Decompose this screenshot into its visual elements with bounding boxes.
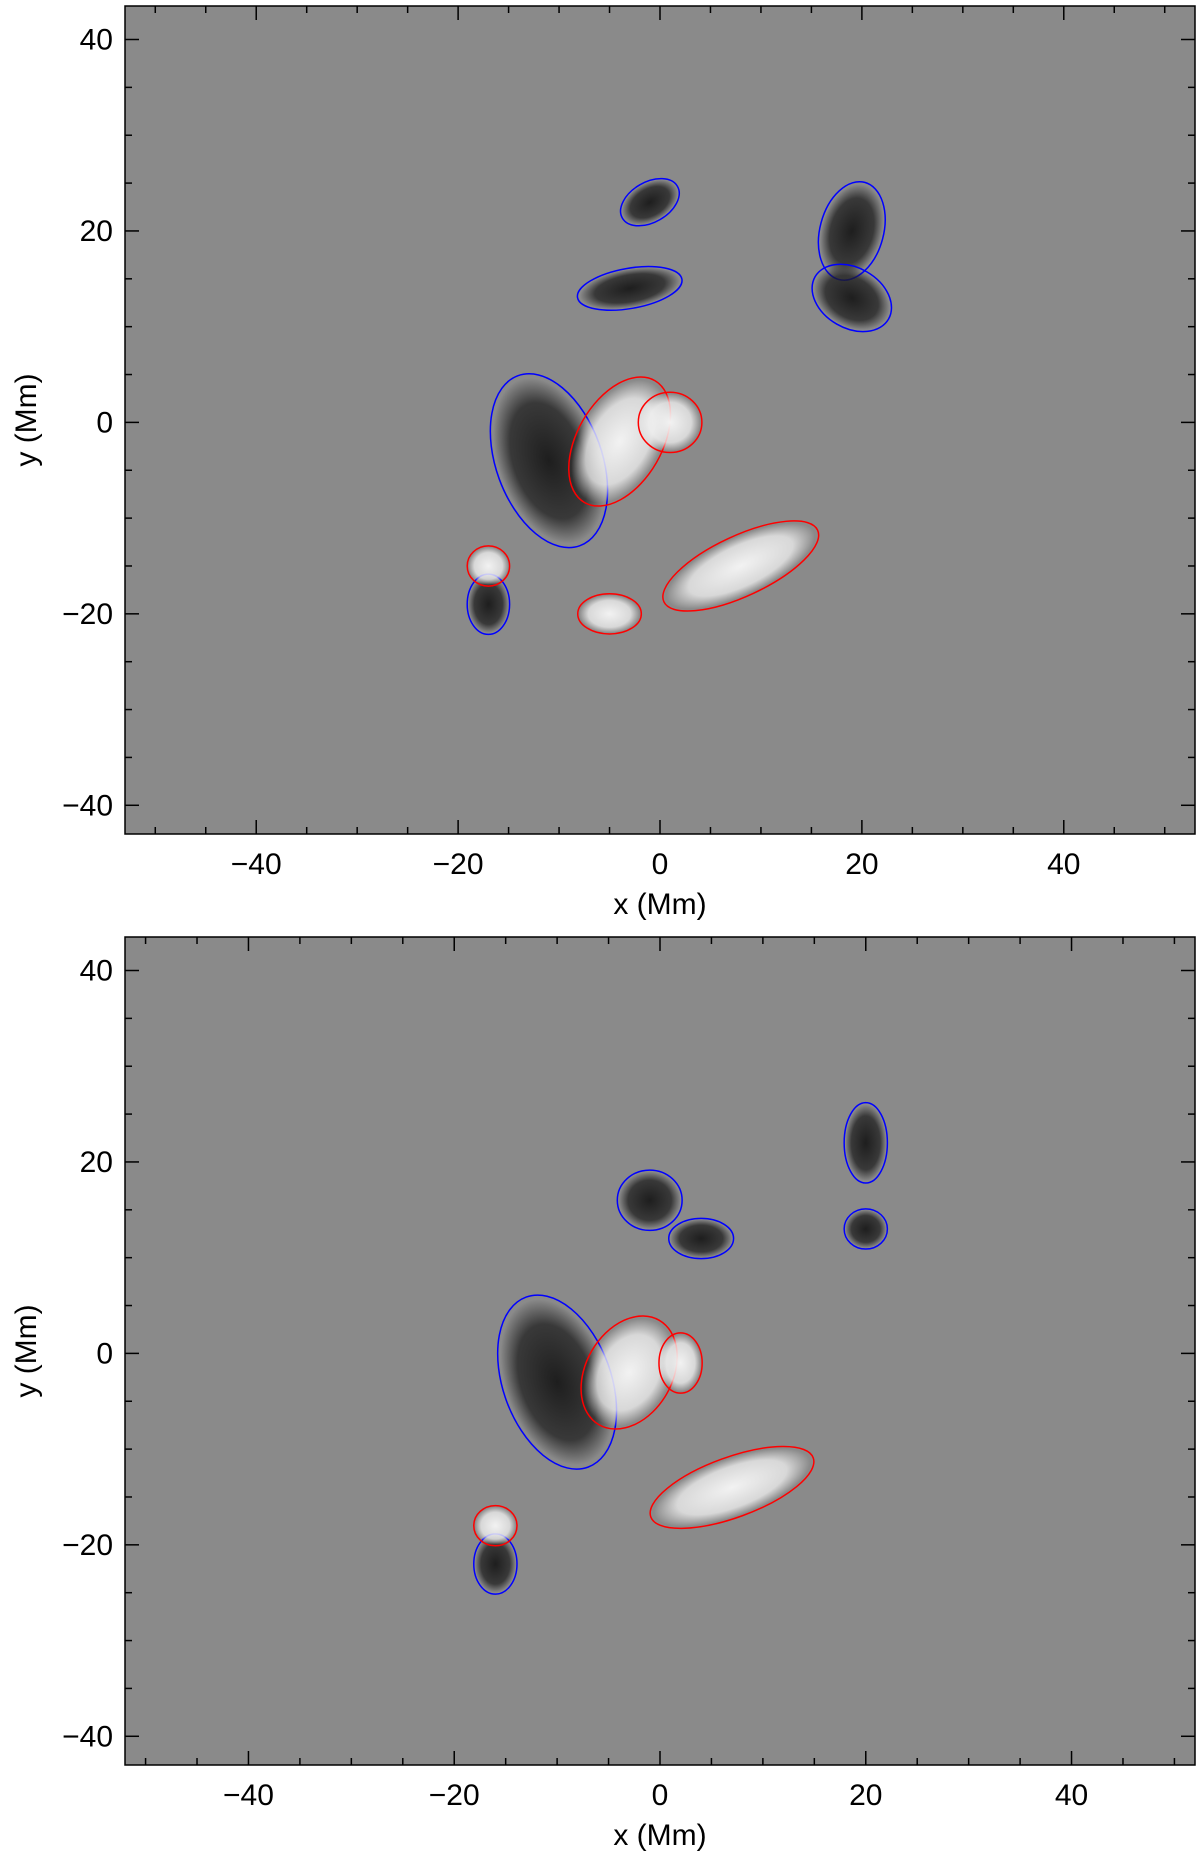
- magnetogram-panel-top: −40 −20 0 20 40 −40 −20 0 20 40 x (Mm) y (Mm): [10, 5, 1196, 921]
- x-axis-title: x (Mm): [613, 888, 706, 921]
- x-tick-label: 0: [652, 1779, 669, 1812]
- negative-polarity-region: [500, 1299, 614, 1465]
- y-tick-label: 20: [80, 1146, 113, 1179]
- y-tick-label: 40: [80, 955, 113, 988]
- positive-polarity-region: [666, 523, 815, 609]
- magnetogram-panel-bottom: −40 −20 0 20 40 −40 −20 0 20 40 x (Mm) y (Mm): [10, 936, 1196, 1852]
- y-tick-label: −20: [62, 1529, 113, 1562]
- x-tick-label: 40: [1047, 848, 1080, 881]
- x-tick-label: −40: [223, 1779, 274, 1812]
- negative-contour: [616, 1169, 683, 1232]
- y-tick-label: 20: [80, 215, 113, 248]
- positive-contour: [658, 1332, 703, 1394]
- positive-polarity-region: [579, 594, 640, 633]
- positive-polarity-region: [474, 1506, 516, 1545]
- positive-polarity-region: [654, 1448, 810, 1527]
- negative-polarity-region: [468, 575, 509, 633]
- negative-polarity-region: [579, 267, 680, 310]
- negative-contour: [843, 1101, 889, 1184]
- positive-contour: [473, 1504, 518, 1547]
- negative-contour: [667, 1217, 735, 1260]
- negative-polarity-region: [493, 377, 605, 544]
- x-axis-title: x (Mm): [613, 1819, 706, 1852]
- y-tick-label: −40: [62, 789, 113, 822]
- negative-polarity-region: [621, 179, 678, 225]
- negative-contour: [811, 263, 893, 333]
- positive-polarity-region: [660, 1334, 702, 1392]
- magnetic-features: [466, 177, 893, 636]
- x-tick-label: −20: [429, 1779, 480, 1812]
- magnetic-features: [473, 1101, 889, 1595]
- negative-polarity-region: [618, 1171, 681, 1229]
- x-tick-label: 20: [845, 848, 878, 881]
- negative-polarity-region: [670, 1219, 733, 1258]
- negative-contour: [619, 177, 680, 227]
- positive-contour: [662, 520, 820, 612]
- negative-polarity-region: [820, 184, 884, 278]
- negative-polarity-region: [845, 1209, 887, 1249]
- x-tick-label: 40: [1055, 1779, 1088, 1812]
- y-tick-label: −20: [62, 598, 113, 631]
- y-axis-title: y (Mm): [10, 373, 43, 466]
- negative-polarity-region: [845, 1104, 887, 1182]
- positive-polarity-region: [468, 546, 509, 586]
- positive-contour: [466, 545, 511, 587]
- ticks: −40 −20 0 20 40 −40 −20 0 20 40: [62, 6, 1195, 881]
- negative-polarity-region: [474, 1535, 516, 1593]
- y-tick-label: 0: [96, 1337, 113, 1370]
- positive-polarity-region: [639, 393, 701, 452]
- y-axis-title: y (Mm): [10, 1304, 43, 1397]
- x-tick-label: 0: [652, 848, 669, 881]
- x-tick-label: −20: [433, 848, 484, 881]
- negative-contour: [843, 1208, 889, 1250]
- positive-contour: [580, 1315, 678, 1430]
- ticks: −40 −20 0 20 40 −40 −20 0 20 40: [62, 937, 1195, 1812]
- positive-contour: [568, 376, 672, 507]
- y-tick-label: 0: [96, 406, 113, 439]
- x-tick-label: 20: [849, 1779, 882, 1812]
- positive-contour: [637, 391, 703, 454]
- negative-polarity-region: [813, 265, 890, 330]
- negative-contour: [576, 265, 683, 311]
- y-tick-label: 40: [80, 24, 113, 57]
- y-tick-label: −40: [62, 1720, 113, 1753]
- x-tick-label: −40: [231, 848, 282, 881]
- positive-contour: [576, 592, 643, 635]
- positive-polarity-region: [583, 1318, 675, 1427]
- positive-contour: [649, 1445, 815, 1530]
